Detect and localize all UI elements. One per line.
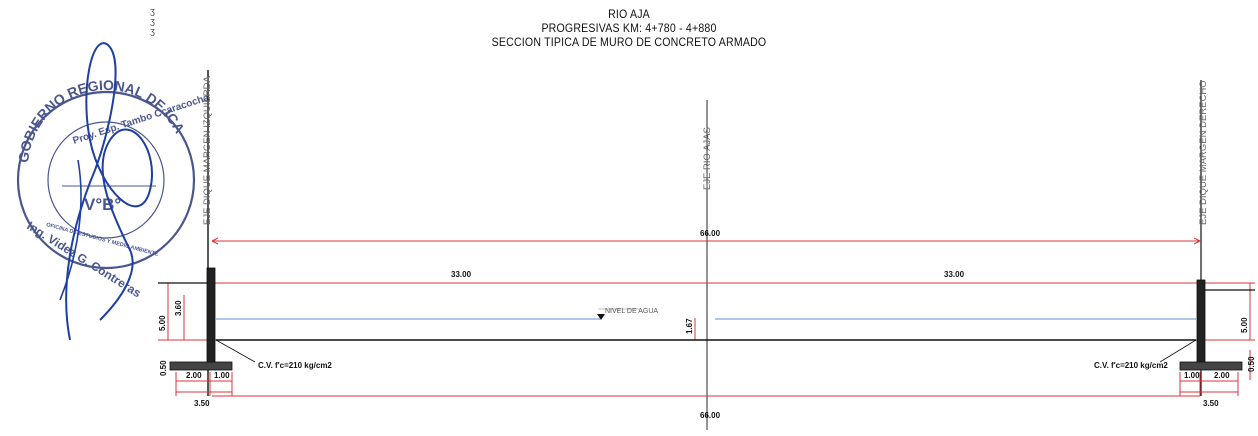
dim-half-left: 33.00: [451, 270, 472, 279]
dimension-lines: [158, 237, 1255, 397]
dim-top-arrows: [211, 237, 1201, 245]
left-axis-label: EJE DIQUE MARGEN IZQUIERDA: [202, 75, 213, 225]
dim-half-right: 33.00: [944, 270, 965, 279]
dim-left-toe-label: 1.00: [214, 371, 230, 380]
dim-right-base-label: 3.50: [1203, 399, 1219, 408]
title-progressives: PROGRESIVAS KM: 4+780 - 4+880: [541, 23, 717, 35]
water-level-label: NIVEL DE AGUA: [605, 308, 658, 315]
dim-right-small-label: 0.50: [1247, 356, 1256, 372]
left-wall-stem: [206, 267, 216, 369]
title-river: RIO AJA: [608, 9, 650, 21]
dim-total-top: 66.00: [700, 229, 721, 238]
scan-mark-3: ʒ: [150, 26, 155, 36]
stamp-vobo: V°B°: [84, 195, 121, 214]
right-footing: [1179, 361, 1243, 371]
approval-stamp: GOBIERNO REGIONAL DE ICA Proy. Esp. Tamb…: [15, 77, 211, 301]
dim-left-footing-label: 2.00: [186, 371, 202, 380]
water-level-marker: [597, 314, 605, 320]
dimension-labels: 66.00 33.00 33.00 66.00 5.00 3.60 5.00 1…: [158, 229, 1256, 420]
signature: [65, 42, 153, 341]
right-wall-stem: [1196, 279, 1206, 369]
right-concrete-label: C.V. f'c=210 kg/cm2: [1094, 361, 1168, 370]
dim-right-toe-label: 1.00: [1184, 371, 1200, 380]
dim-left-height-label: 5.00: [158, 315, 167, 331]
drawing-titles: RIO AJA PROGRESIVAS KM: 4+780 - 4+880 SE…: [0, 8, 1258, 50]
scan-mark-2: ʒ: [150, 16, 155, 26]
structure: [158, 267, 1255, 371]
dim-left-small-label: 0.50: [159, 360, 168, 376]
signature-loop: [59, 159, 82, 301]
water: NIVEL DE AGUA: [216, 308, 1196, 320]
dim-left-base-label: 3.50: [194, 399, 210, 408]
dim-right-footing-label: 2.00: [1214, 371, 1230, 380]
dim-water-depth-label: 1.67: [685, 318, 694, 334]
left-footing: [169, 361, 233, 371]
title-section: SECCION TIPICA DE MURO DE CONCRETO ARMAD…: [491, 37, 767, 49]
dim-left-wall-label: 3.60: [174, 300, 183, 316]
stamp-outer-ring: [16, 90, 196, 270]
right-axis-label: EJE DIQUE MARGEN DERECHO: [1198, 80, 1209, 225]
left-concrete-label: C.V. f'c=210 kg/cm2: [258, 361, 332, 370]
left-concrete-leader: [215, 339, 256, 363]
axes: EJE DIQUE MARGEN IZQUIERDA EJE RIO AJAS …: [202, 70, 1209, 430]
center-axis-label: EJE RIO AJAS: [702, 127, 713, 190]
right-concrete-leader: [1159, 339, 1197, 363]
stamp-inner-ring: [47, 121, 165, 239]
dim-right-height-label: 5.00: [1240, 317, 1249, 333]
dim-total-bottom: 66.00: [700, 411, 721, 420]
scan-mark: ʒ: [150, 6, 155, 16]
